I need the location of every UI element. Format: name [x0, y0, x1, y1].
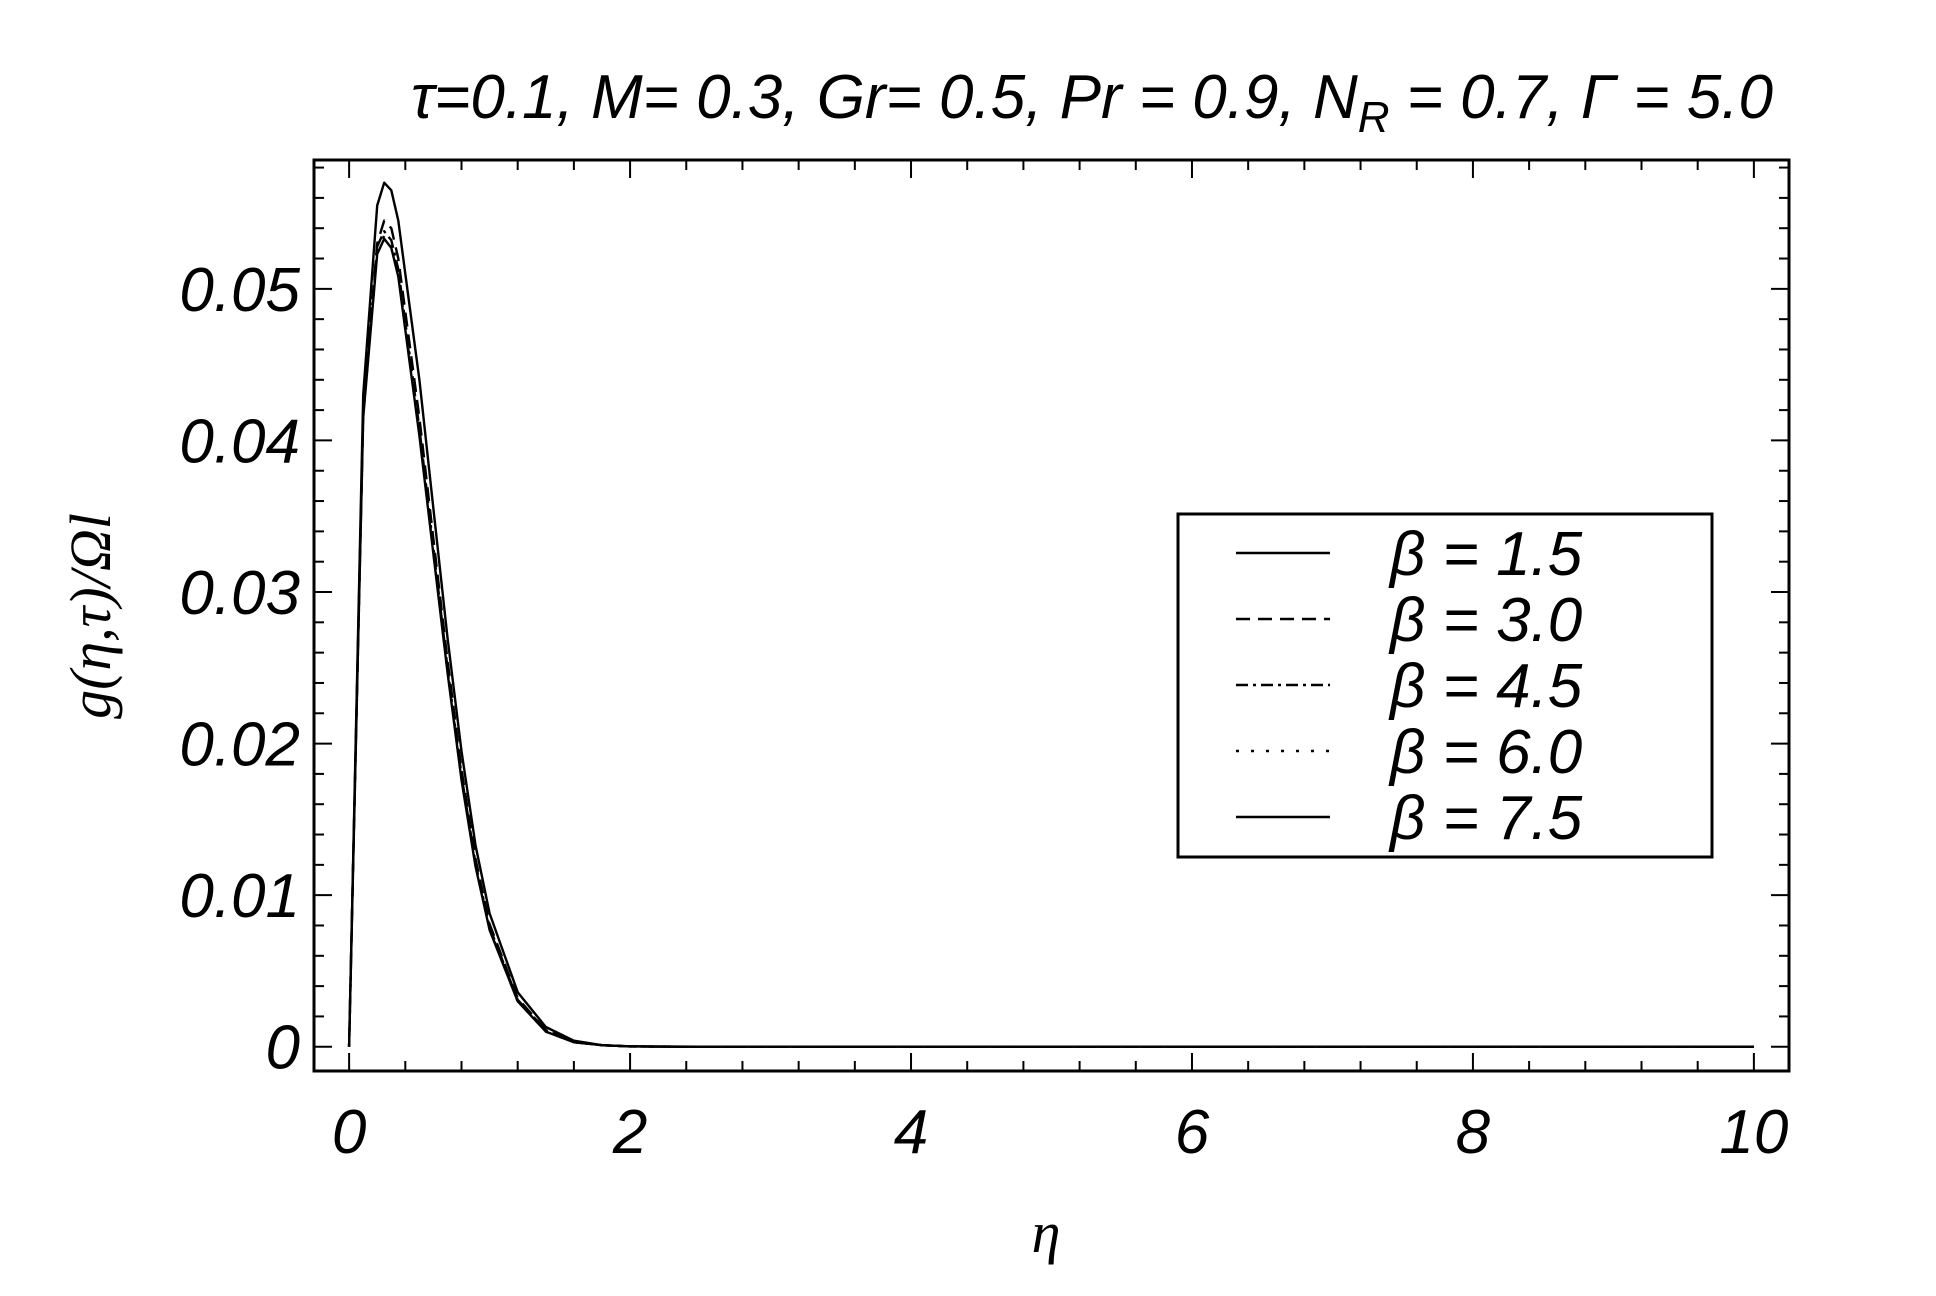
- x-axis-label: η: [1032, 1200, 1061, 1265]
- legend: β = 1.5β = 3.0β = 4.5β = 6.0β = 7.5: [1176, 512, 1714, 859]
- y-tick-label: 0.03: [179, 559, 300, 628]
- y-tick-label: 0.04: [179, 407, 300, 476]
- title-rest: = 0.7, Γ = 5.0: [1390, 63, 1774, 132]
- legend-label-1: β = 1.5: [1388, 520, 1583, 589]
- y-axis-label: g(η,τ)/Ωl: [58, 513, 123, 719]
- axis-ticks: [314, 160, 1789, 1071]
- x-tick-label: 8: [1456, 1098, 1491, 1167]
- x-tick-label: 2: [612, 1098, 647, 1167]
- y-tick-label: 0.02: [179, 711, 300, 780]
- series-lines: [347, 181, 1754, 1048]
- legend-label-5: β = 7.5: [1388, 784, 1583, 853]
- legend-label-4: β = 6.0: [1388, 718, 1582, 787]
- y-tick-label: 0.01: [179, 862, 300, 931]
- legend-label-2: β = 3.0: [1388, 586, 1582, 655]
- chart-title: τ=0.1, M= 0.3, Gr= 0.5, Pr = 0.9, NR = 0…: [411, 63, 1773, 142]
- series-line-5: [347, 237, 1754, 1048]
- x-tick-label: 4: [894, 1098, 928, 1167]
- title-main: τ=0.1, M= 0.3, Gr= 0.5, Pr = 0.9, N: [411, 63, 1358, 132]
- series-line-3: [347, 229, 1754, 1048]
- x-tick-label: 6: [1175, 1098, 1210, 1167]
- x-tick-label: 0: [332, 1098, 366, 1167]
- y-tick-label: 0: [266, 1014, 300, 1083]
- plot-frame: [312, 158, 1791, 1073]
- legend-label-3: β = 4.5: [1388, 652, 1583, 721]
- tick-labels: 0 2 4 6 8 10 0 0.01 0.02 0.03 0.04 0.05: [179, 256, 1788, 1167]
- y-tick-label: 0.05: [179, 256, 300, 325]
- title-subscript: R: [1358, 93, 1390, 142]
- x-tick-label: 10: [1719, 1098, 1788, 1167]
- series-line-2: [347, 219, 1754, 1048]
